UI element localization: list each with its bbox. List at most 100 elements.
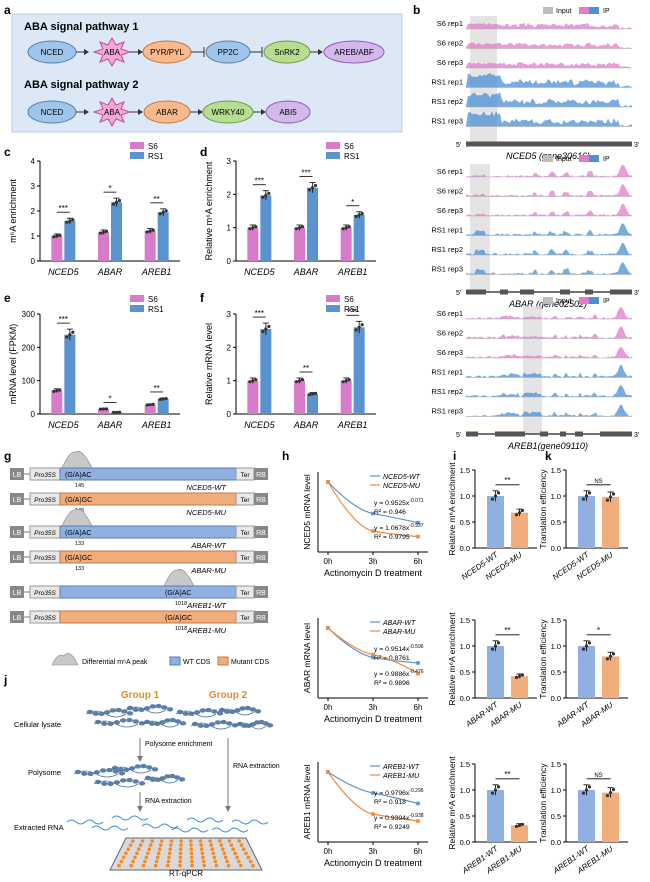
- ribosome: [146, 765, 153, 770]
- plate-well: [231, 847, 236, 851]
- rb-label: RB: [256, 497, 266, 504]
- data-point: [326, 480, 330, 484]
- plate-well: [213, 859, 218, 864]
- plate-well: [135, 851, 139, 856]
- plate-well: [153, 863, 158, 868]
- promoter-label: Pro35S: [34, 497, 56, 504]
- coverage-track: [466, 262, 632, 275]
- legend-wt-text: WT CDS: [183, 659, 211, 666]
- data-point: [587, 641, 592, 645]
- category-label: NCED5: [48, 267, 80, 277]
- plate-well: [155, 855, 160, 860]
- data-point: [307, 188, 312, 192]
- bar: [487, 646, 504, 698]
- y-tick-label: 0.0: [460, 838, 470, 847]
- plate-well: [178, 863, 182, 868]
- y-tick-label: 1: [31, 232, 36, 241]
- plate-well: [169, 839, 174, 843]
- fit-equation: y = 0.9525x-0.071: [374, 498, 424, 507]
- plate-well: [189, 847, 194, 851]
- lb-label: LB: [13, 530, 22, 537]
- legend-ip-label: IP: [603, 8, 610, 15]
- motif-label: (G/A)GC: [65, 555, 92, 562]
- ribosome: [132, 779, 139, 784]
- data-point: [341, 380, 345, 384]
- coverage-track: [466, 223, 632, 236]
- plate-well: [136, 847, 141, 851]
- bar-s6: [144, 404, 156, 414]
- significance-mark: **: [504, 770, 510, 779]
- decay-line-charts: NCED5 mRNA level 0h 3h 6h Actinomycin D trea…: [302, 472, 428, 868]
- legend-wt-swatch: [169, 656, 181, 666]
- lb-box: [10, 551, 24, 563]
- plate-well: [201, 855, 205, 860]
- rb-box: [254, 551, 268, 563]
- panel-label-d: d: [200, 145, 207, 159]
- ter-label: Ter: [240, 530, 250, 537]
- panel-g: g LB Pro35S Ter RB (G/A)AC 145 NCED5-WT LB Pro35…: [4, 449, 269, 666]
- y-axis-label: Translation efficiency: [538, 763, 548, 843]
- legend-rs1: RS1: [344, 152, 360, 161]
- plate-well: [131, 839, 135, 843]
- differential-peak: [61, 509, 93, 527]
- track-label: S6 rep3: [437, 58, 463, 67]
- plate-well: [121, 855, 126, 860]
- significance-mark: *: [597, 626, 600, 635]
- bar-s6: [294, 380, 305, 414]
- data-point: [267, 191, 271, 195]
- plate-well: [138, 843, 143, 847]
- polysome-enrichment-text: Polysome enrichment: [145, 741, 212, 748]
- ribosome: [211, 709, 218, 714]
- ribosome: [149, 704, 157, 709]
- plate-well: [126, 847, 131, 851]
- y-tick-label: 0.5: [551, 812, 561, 821]
- ribosome: [101, 781, 108, 786]
- coverage-track: [466, 42, 632, 49]
- plate-well: [241, 847, 246, 851]
- bar-s6: [247, 380, 259, 414]
- x-tick-label: 6h: [414, 557, 423, 566]
- promoter-label: Pro35S: [34, 590, 56, 597]
- data-point: [117, 198, 122, 203]
- y-tick-label: 3: [227, 310, 232, 319]
- fit-r2: R² = 0.9896: [374, 680, 410, 687]
- plate-well: [189, 839, 193, 843]
- x-tick-label: 3h: [369, 847, 378, 856]
- coverage-track: [466, 72, 632, 88]
- bar: [578, 790, 595, 842]
- data-point: [584, 644, 589, 648]
- ribosome: [101, 721, 108, 726]
- polysome-label: Polysome: [28, 768, 61, 777]
- ter-label: Ter: [240, 555, 250, 562]
- panel-k: k: [545, 449, 552, 463]
- ribosome: [138, 781, 146, 786]
- panel-label-j: j: [3, 673, 7, 687]
- p1-node-pyr: PYR/PYL: [150, 48, 184, 57]
- cds-box: [59, 585, 237, 599]
- y-tick-label: 1.5: [551, 760, 561, 769]
- plate-well: [167, 851, 172, 856]
- ribosome: [148, 721, 156, 726]
- significance-mark: ***: [348, 307, 357, 316]
- ribosome: [113, 720, 121, 725]
- data-point: [254, 378, 258, 382]
- gene-name: AREB1(gene09110): [507, 441, 588, 451]
- y-axis-label: Relative m⁶A enrichment: [447, 612, 457, 706]
- rna-extraction-2: RNA extraction: [233, 763, 280, 770]
- bar-s6: [340, 380, 352, 414]
- promoter-label: Pro35S: [34, 615, 56, 622]
- plate-well: [238, 863, 243, 868]
- y-tick-label: 0.0: [551, 544, 561, 553]
- gene-exon: [495, 431, 525, 437]
- ribosome: [126, 711, 134, 716]
- data-point: [264, 193, 268, 197]
- data-point: [520, 673, 525, 677]
- lb-box: [10, 611, 24, 623]
- p2-node-nced: NCED: [41, 108, 64, 117]
- plate-well: [218, 839, 222, 843]
- rb-box: [254, 468, 268, 480]
- track-label: S6 rep2: [437, 329, 463, 338]
- plate-well: [225, 859, 229, 864]
- construct-name: AREB1-MU: [186, 626, 226, 635]
